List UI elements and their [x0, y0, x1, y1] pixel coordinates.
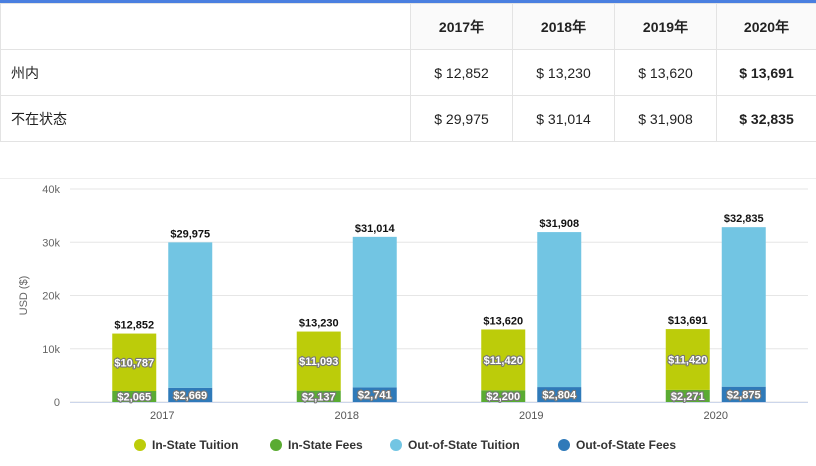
x-tick-label: 2019: [519, 410, 543, 422]
table-cell: $ 29,975: [411, 96, 513, 142]
bar-out-of-state-tuition[interactable]: [537, 232, 581, 387]
legend-marker[interactable]: [390, 439, 402, 451]
legend-marker[interactable]: [270, 439, 282, 451]
data-label: $11,093: [299, 356, 338, 368]
total-label: $31,014: [355, 223, 396, 235]
table-cell: $ 32,835: [717, 96, 816, 142]
table-row: 州内 $ 12,852 $ 13,230 $ 13,620 $ 13,691: [1, 50, 816, 96]
table-header-row: 2017年 2018年 2019年 2020年: [1, 4, 816, 50]
bar-out-of-state-tuition[interactable]: [722, 227, 766, 387]
data-label: $2,875: [727, 389, 761, 401]
table-row: 不在状态 $ 29,975 $ 31,014 $ 31,908 $ 32,835: [1, 96, 816, 142]
x-tick-label: 2017: [150, 410, 174, 422]
row-label: 州内: [1, 50, 411, 96]
year-header: 2017年: [411, 4, 513, 50]
data-label: $10,787: [114, 357, 154, 369]
total-label: $32,835: [724, 213, 764, 225]
data-label: $2,065: [117, 392, 151, 404]
table-cell: $ 31,014: [513, 96, 615, 142]
table-cell: $ 12,852: [411, 50, 513, 96]
data-label: $2,200: [486, 391, 520, 403]
table-corner-cell: [1, 4, 411, 50]
stacked-bar-chart: 0 10k 20k 30k 40k USD ($) 2017 $2,065 $10,787 $12…: [0, 179, 816, 461]
y-tick-label: 40k: [42, 184, 60, 196]
data-label: $2,271: [671, 391, 705, 403]
total-label: $31,908: [539, 218, 579, 230]
legend-item[interactable]: Out-of-State Tuition: [408, 438, 520, 452]
total-label: $13,620: [483, 315, 523, 327]
year-header: 2020年: [717, 4, 816, 50]
year-header: 2019年: [615, 4, 717, 50]
table-cell: $ 13,620: [615, 50, 717, 96]
x-tick-label: 2018: [335, 410, 359, 422]
total-label: $13,691: [668, 315, 708, 327]
total-label: $13,230: [299, 318, 339, 330]
legend-item[interactable]: Out-of-State Fees: [576, 438, 676, 452]
data-label: $11,420: [668, 355, 707, 367]
data-label: $2,669: [173, 390, 207, 402]
cost-table: 2017年 2018年 2019年 2020年 州内 $ 12,852 $ 13…: [0, 3, 816, 142]
y-tick-label: 20k: [42, 291, 60, 303]
legend-marker[interactable]: [134, 439, 146, 451]
y-tick-label: 10k: [42, 344, 60, 356]
legend-item[interactable]: In-State Tuition: [152, 438, 238, 452]
table-cell: $ 31,908: [615, 96, 717, 142]
year-header: 2018年: [513, 4, 615, 50]
total-label: $29,975: [170, 228, 210, 240]
y-axis-title: USD ($): [18, 276, 30, 316]
bar-out-of-state-tuition[interactable]: [353, 237, 397, 388]
data-label: $2,741: [358, 390, 392, 402]
legend-item[interactable]: In-State Fees: [288, 438, 363, 452]
chart-container: 0 10k 20k 30k 40k USD ($) 2017 $2,065 $10,787 $12…: [0, 178, 816, 461]
data-label: $11,420: [484, 355, 523, 367]
row-label: 不在状态: [1, 96, 411, 142]
data-label: $2,804: [542, 390, 577, 402]
y-tick-label: 30k: [42, 237, 60, 249]
total-label: $12,852: [114, 320, 154, 332]
table-cell: $ 13,691: [717, 50, 816, 96]
legend-marker[interactable]: [558, 439, 570, 451]
x-tick-label: 2020: [704, 410, 728, 422]
bar-out-of-state-tuition[interactable]: [168, 242, 212, 387]
data-label: $2,137: [302, 391, 336, 403]
table-cell: $ 13,230: [513, 50, 615, 96]
y-tick-label: 0: [54, 397, 60, 409]
